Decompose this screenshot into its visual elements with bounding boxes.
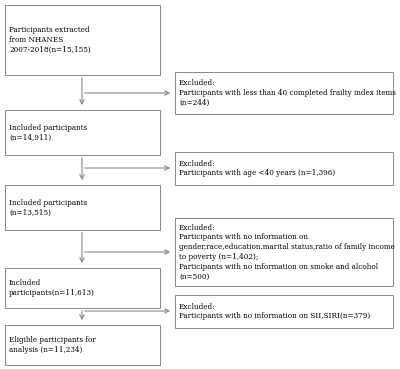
Text: Excluded:
Participants with age <40 years (n=1,396): Excluded: Participants with age <40 year…: [179, 160, 335, 177]
Text: Included participants
(n=13,515): Included participants (n=13,515): [9, 199, 87, 216]
FancyBboxPatch shape: [175, 72, 393, 114]
FancyBboxPatch shape: [5, 5, 160, 75]
FancyBboxPatch shape: [5, 185, 160, 230]
Text: Included participants
(n=14,911): Included participants (n=14,911): [9, 124, 87, 141]
FancyBboxPatch shape: [5, 268, 160, 308]
FancyBboxPatch shape: [5, 325, 160, 365]
FancyBboxPatch shape: [175, 218, 393, 286]
Text: Eligible participants for
analysis (n=11,234): Eligible participants for analysis (n=11…: [9, 336, 96, 354]
Text: Excluded:
Participants with no information on SII,SIRI(n=379): Excluded: Participants with no informati…: [179, 303, 370, 320]
Text: Excluded:
Participants with less than 40 completed frailty index items
(n=244): Excluded: Participants with less than 40…: [179, 79, 396, 107]
FancyBboxPatch shape: [175, 295, 393, 328]
Text: Participants extracted
from NHANES
2007-2018(n=15,155): Participants extracted from NHANES 2007-…: [9, 26, 91, 54]
FancyBboxPatch shape: [175, 152, 393, 185]
Text: Included
participants(n=11,613): Included participants(n=11,613): [9, 279, 95, 297]
Text: Excluded:
Participants with no information on
gender,race,education,marital stat: Excluded: Participants with no informati…: [179, 224, 395, 280]
FancyBboxPatch shape: [5, 110, 160, 155]
